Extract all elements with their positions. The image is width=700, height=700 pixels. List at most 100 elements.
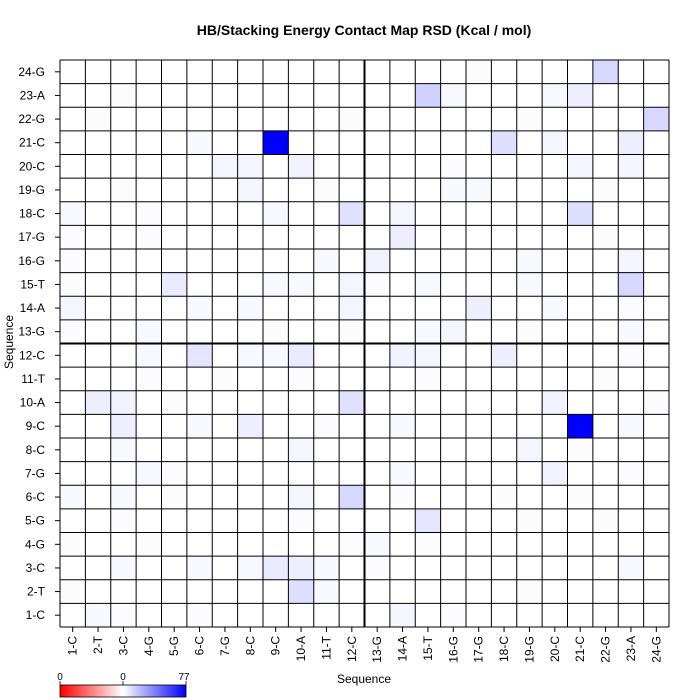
heatmap-cell bbox=[389, 343, 416, 368]
color-scale-label-min: 0 bbox=[57, 672, 63, 683]
heatmap-cell bbox=[60, 272, 86, 297]
heatmap-cell bbox=[263, 343, 289, 368]
heatmap-cell bbox=[313, 556, 340, 580]
heatmap-cell bbox=[136, 343, 162, 368]
heatmap-cell bbox=[313, 249, 340, 273]
heatmap-cell bbox=[161, 390, 187, 415]
heatmap-cell bbox=[542, 83, 568, 108]
heatmap-cell bbox=[516, 319, 543, 344]
heatmap-cell bbox=[618, 556, 644, 580]
color-scale-label-mid: 0 bbox=[120, 672, 126, 683]
heatmap-cell bbox=[60, 249, 86, 273]
heatmap-cell bbox=[186, 556, 213, 580]
heatmap-cell bbox=[592, 367, 619, 391]
heatmap-cells bbox=[60, 60, 669, 627]
heatmap-cell bbox=[440, 319, 466, 344]
heatmap-cell bbox=[516, 438, 543, 462]
heatmap-cell bbox=[364, 249, 390, 273]
heatmap-cell bbox=[542, 296, 568, 320]
heatmap-cell bbox=[618, 249, 644, 273]
heatmap-cell bbox=[466, 60, 492, 84]
heatmap-cell bbox=[313, 414, 340, 438]
x-axis-tick-label: 12-C bbox=[345, 636, 359, 662]
y-axis-tick-label: 3-C bbox=[26, 561, 46, 575]
x-axis-tick-label: 17-G bbox=[472, 636, 486, 663]
heatmap-cell bbox=[592, 225, 619, 249]
x-axis-tick-label: 16-G bbox=[446, 636, 460, 663]
heatmap-cell bbox=[186, 343, 213, 368]
heatmap-cell bbox=[263, 272, 289, 297]
y-axis-tick-label: 5-G bbox=[25, 514, 45, 528]
heatmap-cell bbox=[415, 272, 441, 297]
heatmap-cell bbox=[466, 296, 492, 320]
heatmap-cell bbox=[415, 367, 441, 391]
heatmap-cell bbox=[161, 461, 187, 486]
heatmap-cell bbox=[186, 130, 213, 155]
heatmap-cell bbox=[516, 249, 543, 273]
heatmap-cell bbox=[516, 272, 543, 297]
y-axis-tick-label: 6-C bbox=[26, 490, 46, 504]
heatmap-cell bbox=[110, 438, 137, 462]
heatmap-cell bbox=[60, 201, 86, 226]
heatmap-cell bbox=[389, 485, 416, 509]
y-axis-title: Sequence bbox=[2, 315, 16, 369]
heatmap-cell bbox=[60, 225, 86, 249]
x-axis-tick-label: 23-A bbox=[624, 636, 638, 661]
x-axis-tick-label: 15-T bbox=[421, 635, 435, 660]
heatmap-cell bbox=[389, 603, 416, 627]
x-axis-tick-label: 4-G bbox=[142, 636, 156, 656]
heatmap-cell bbox=[618, 461, 644, 486]
y-axis-tick-label: 23-A bbox=[20, 88, 45, 102]
heatmap-cell bbox=[567, 485, 593, 509]
heatmap-cell bbox=[339, 296, 365, 320]
heatmap-cell bbox=[110, 603, 137, 627]
heatmap-cell bbox=[415, 83, 441, 108]
x-axis-tick-label: 21-C bbox=[573, 636, 587, 662]
x-axis-tick-label: 18-C bbox=[497, 636, 511, 662]
heatmap-cell bbox=[60, 319, 86, 344]
x-axis-tick-label: 5-G bbox=[167, 636, 181, 656]
x-axis-tick-label: 2-T bbox=[91, 635, 105, 654]
heatmap-cell bbox=[136, 532, 162, 557]
heatmap-cell bbox=[415, 508, 441, 533]
heatmap-cell bbox=[618, 319, 644, 344]
x-axis-tick-label: 6-C bbox=[193, 636, 207, 656]
y-axis-tick-label: 18-C bbox=[19, 207, 45, 221]
heatmap-cell bbox=[339, 319, 365, 344]
heatmap-cell bbox=[136, 201, 162, 226]
heatmap-cell bbox=[136, 461, 162, 486]
heatmap-cell bbox=[389, 201, 416, 226]
heatmap-cell bbox=[440, 83, 466, 108]
x-axis-tick-label: 20-C bbox=[548, 636, 562, 662]
heatmap-cell bbox=[288, 367, 314, 391]
heatmap-cell bbox=[136, 225, 162, 249]
x-axis-tick-labels: 1-C 2-T 3-C 4-G 5-G 6-C 7-G 8-C 9-C 10-A 11-T 12-C 1… bbox=[66, 627, 663, 663]
heatmap-cell bbox=[440, 178, 466, 202]
heatmap-cell bbox=[339, 485, 365, 509]
x-axis-tick-label: 8-C bbox=[243, 636, 257, 656]
x-axis-tick-label: 3-C bbox=[116, 636, 130, 656]
x-axis-tick-label: 14-A bbox=[396, 636, 410, 661]
y-axis-tick-label: 16-G bbox=[18, 254, 45, 268]
heatmap-cell bbox=[288, 154, 314, 179]
x-axis-tick-label: 11-T bbox=[319, 635, 333, 659]
y-axis-tick-label: 20-C bbox=[19, 159, 45, 173]
heatmap-cell bbox=[212, 154, 238, 179]
x-axis-title: Sequence bbox=[337, 672, 391, 686]
x-axis-tick-label: 7-G bbox=[218, 636, 232, 656]
chart-title: HB/Stacking Energy Contact Map RSD (Kcal… bbox=[197, 22, 532, 38]
color-scale-bar bbox=[59, 684, 187, 698]
heatmap-cell bbox=[618, 296, 644, 320]
y-axis-tick-label: 8-C bbox=[26, 443, 46, 457]
heatmap-cell bbox=[136, 319, 162, 344]
color-scale-legend: 0 0 77 bbox=[57, 672, 190, 698]
y-axis-tick-label: 15-T bbox=[20, 277, 45, 291]
x-axis-tick-label: 13-G bbox=[370, 636, 384, 663]
heatmap-cell bbox=[567, 83, 593, 108]
heatmap-cell bbox=[618, 272, 644, 297]
heatmap-cell bbox=[339, 107, 365, 131]
y-axis-tick-label: 13-G bbox=[18, 325, 45, 339]
x-axis-tick-label: 10-A bbox=[294, 636, 308, 661]
heatmap-cell bbox=[440, 603, 466, 627]
